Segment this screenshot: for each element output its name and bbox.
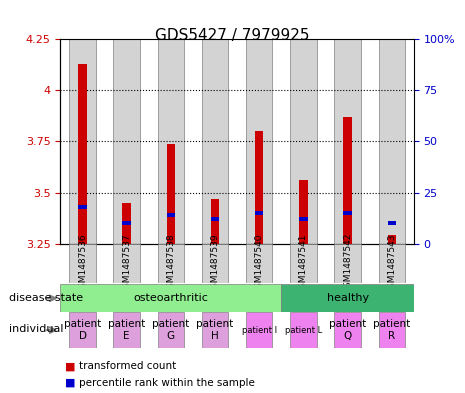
Bar [78,64,87,244]
Text: GSM1487541: GSM1487541 [299,233,308,294]
FancyBboxPatch shape [334,244,361,283]
Text: transformed count: transformed count [79,361,176,371]
Bar [387,221,396,225]
Bar [122,203,131,244]
Text: patient
G: patient G [152,320,190,341]
Bar [290,39,317,244]
Text: disease state: disease state [9,293,83,303]
FancyBboxPatch shape [158,312,184,348]
Text: GDS5427 / 7979925: GDS5427 / 7979925 [155,28,310,42]
FancyBboxPatch shape [379,312,405,348]
Text: patient L: patient L [285,326,322,334]
Bar [255,131,264,244]
Bar [113,39,140,244]
Text: GSM1487537: GSM1487537 [122,233,131,294]
Bar [211,199,219,244]
Bar [78,205,87,209]
Bar [158,39,184,244]
FancyBboxPatch shape [60,284,281,312]
FancyBboxPatch shape [113,312,140,348]
Text: patient
Q: patient Q [329,320,366,341]
Bar [379,39,405,244]
Bar [211,217,219,221]
Bar [334,39,361,244]
Text: patient I: patient I [242,326,277,334]
Text: GSM1487542: GSM1487542 [343,233,352,294]
Text: patient
R: patient R [373,320,411,341]
FancyBboxPatch shape [158,244,184,283]
Bar [343,211,352,215]
FancyBboxPatch shape [113,244,140,283]
FancyBboxPatch shape [202,312,228,348]
Bar [255,211,264,215]
Bar [299,180,308,244]
FancyBboxPatch shape [290,312,317,348]
Text: percentile rank within the sample: percentile rank within the sample [79,378,255,388]
FancyBboxPatch shape [290,244,317,283]
FancyBboxPatch shape [202,244,228,283]
Text: GSM1487539: GSM1487539 [211,233,219,294]
Bar [166,143,175,244]
FancyBboxPatch shape [69,312,96,348]
Bar [343,117,352,244]
Text: GSM1487540: GSM1487540 [255,233,264,294]
Bar [246,39,272,244]
Text: ■: ■ [65,378,76,388]
FancyBboxPatch shape [246,312,272,348]
FancyBboxPatch shape [69,244,96,283]
Text: patient
D: patient D [64,320,101,341]
FancyBboxPatch shape [334,312,361,348]
FancyBboxPatch shape [246,244,272,283]
Text: osteoarthritic: osteoarthritic [133,293,208,303]
Text: patient
H: patient H [196,320,234,341]
FancyBboxPatch shape [379,244,405,283]
Text: individual: individual [9,324,64,334]
Text: GSM1487536: GSM1487536 [78,233,87,294]
Bar [122,221,131,225]
Text: healthy: healthy [326,293,369,303]
Text: GSM1487543: GSM1487543 [387,233,396,294]
Bar [202,39,228,244]
Bar [299,217,308,221]
Text: ■: ■ [65,361,76,371]
Bar [387,235,396,244]
Bar [166,213,175,217]
Text: GSM1487538: GSM1487538 [166,233,175,294]
Bar [69,39,96,244]
FancyBboxPatch shape [281,284,414,312]
Text: patient
E: patient E [108,320,146,341]
